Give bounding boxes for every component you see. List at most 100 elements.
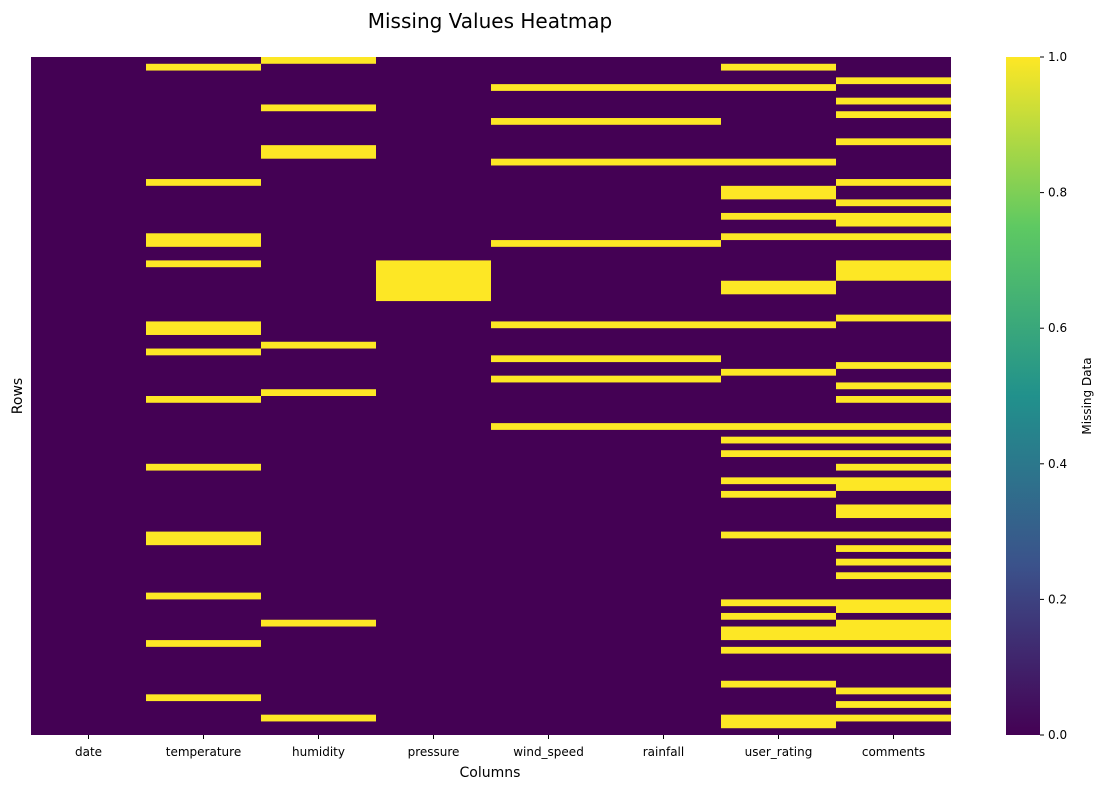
missing-cell-comments: [836, 362, 951, 369]
missing-cell-user_rating: [721, 599, 836, 607]
colorbar-tick-label: 0.2: [1048, 592, 1067, 606]
missing-cell-comments: [836, 233, 951, 241]
colorbar-tick-label: 1.0: [1048, 50, 1067, 64]
x-tick-label: temperature: [166, 745, 241, 759]
missing-cell-rainfall: [606, 84, 721, 91]
missing-cell-comments: [836, 450, 951, 458]
colorbar-ticks: 0.0 0.2 0.4 0.6 0.8 1.0: [1040, 50, 1067, 742]
missing-cell-comments: [836, 111, 951, 119]
missing-cell-comments: [836, 714, 951, 722]
missing-cell-temperature: [146, 531, 261, 546]
missing-cell-temperature: [146, 463, 261, 471]
missing-cell-user_rating: [721, 477, 836, 485]
missing-cell-comments: [836, 199, 951, 207]
missing-cell-comments: [836, 463, 951, 471]
missing-cell-user_rating: [721, 84, 836, 91]
missing-cell-temperature: [146, 321, 261, 335]
missing-cell-temperature: [146, 592, 261, 600]
missing-cell-comments: [836, 260, 951, 281]
missing-cell-rainfall: [606, 355, 721, 363]
missing-cell-wind_speed: [491, 118, 606, 125]
missing-cell-comments: [836, 558, 951, 566]
missing-cell-temperature: [146, 640, 261, 647]
missing-cell-user_rating: [721, 490, 836, 498]
missing-cell-comments: [836, 396, 951, 403]
colorbar-tick-label: 0.0: [1048, 728, 1067, 742]
missing-cell-temperature: [146, 348, 261, 356]
missing-cell-humidity: [261, 389, 376, 396]
missing-cell-temperature: [146, 179, 261, 186]
x-tick-label: date: [75, 745, 102, 759]
plot-area: [31, 57, 951, 735]
missing-cell-humidity: [261, 714, 376, 722]
x-tick-label: rainfall: [643, 745, 684, 759]
colorbar-tick-label: 0.6: [1048, 321, 1067, 335]
missing-cell-comments: [836, 619, 951, 641]
colorbar-tick-label: 0.4: [1048, 457, 1067, 471]
missing-cell-pressure: [376, 260, 491, 302]
missing-cell-rainfall: [606, 118, 721, 125]
missing-cell-comments: [836, 314, 951, 322]
missing-cell-user_rating: [721, 280, 836, 295]
missing-cell-user_rating: [721, 436, 836, 444]
missing-cell-comments: [836, 423, 951, 430]
x-tick-label: user_rating: [745, 745, 813, 759]
missing-cell-comments: [836, 436, 951, 444]
missing-cell-temperature: [146, 396, 261, 403]
missing-cell-humidity: [261, 341, 376, 349]
missing-cell-humidity: [261, 619, 376, 627]
missing-cell-user_rating: [721, 531, 836, 539]
missing-cell-user_rating: [721, 626, 836, 641]
missing-cell-comments: [836, 599, 951, 613]
x-tick-label: pressure: [408, 745, 460, 759]
missing-cell-wind_speed: [491, 355, 606, 363]
colorbar-tick-label: 0.8: [1048, 186, 1067, 200]
y-axis-label: Rows: [10, 378, 26, 414]
missing-cell-comments: [836, 382, 951, 390]
x-axis-ticks: date temperature humidity pressure wind_spee…: [75, 735, 925, 759]
missing-cell-user_rating: [721, 185, 836, 200]
missing-cell-temperature: [146, 260, 261, 268]
missing-cell-comments: [836, 701, 951, 708]
missing-cell-rainfall: [606, 423, 721, 430]
missing-cell-comments: [836, 138, 951, 146]
missing-cell-rainfall: [606, 240, 721, 247]
missing-cell-user_rating: [721, 321, 836, 329]
missing-cell-temperature: [146, 63, 261, 71]
missing-cell-comments: [836, 646, 951, 654]
missing-cell-comments: [836, 687, 951, 695]
chart-title: Missing Values Heatmap: [368, 9, 613, 33]
missing-cell-user_rating: [721, 158, 836, 166]
missing-cell-rainfall: [606, 375, 721, 383]
missing-cell-humidity: [261, 104, 376, 112]
missing-cell-humidity: [261, 145, 376, 159]
missing-cell-user_rating: [721, 714, 836, 729]
missing-cell-comments: [836, 97, 951, 105]
missing-cell-wind_speed: [491, 423, 606, 430]
missing-cell-user_rating: [721, 612, 836, 620]
missing-cell-comments: [836, 572, 951, 580]
x-tick-label: wind_speed: [513, 745, 584, 759]
x-tick-label: comments: [862, 745, 925, 759]
missing-cell-comments: [836, 212, 951, 227]
missing-cell-comments: [836, 477, 951, 491]
missing-cell-user_rating: [721, 680, 836, 688]
missing-cell-user_rating: [721, 233, 836, 241]
missing-cell-rainfall: [606, 158, 721, 166]
x-axis-label: Columns: [460, 765, 521, 781]
missing-cell-wind_speed: [491, 375, 606, 383]
missing-cell-wind_speed: [491, 240, 606, 247]
missing-cell-user_rating: [721, 368, 836, 376]
missing-cell-comments: [836, 531, 951, 539]
missing-cell-user_rating: [721, 212, 836, 220]
missing-cell-comments: [836, 77, 951, 85]
missing-cell-rainfall: [606, 321, 721, 329]
x-tick-label: humidity: [292, 745, 345, 759]
colorbar: [1006, 57, 1040, 735]
missing-cell-user_rating: [721, 63, 836, 71]
missing-cell-user_rating: [721, 450, 836, 458]
missing-cell-comments: [836, 504, 951, 519]
missing-cell-comments: [836, 545, 951, 552]
missing-cell-temperature: [146, 694, 261, 702]
